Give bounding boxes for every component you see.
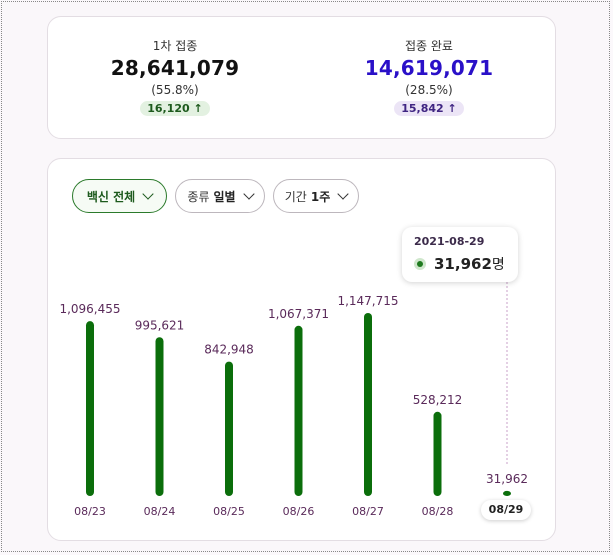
- period-filter-value: 1주: [310, 189, 331, 204]
- bar-08/24[interactable]: [155, 337, 164, 496]
- x-tick-label: 08/25: [213, 505, 245, 518]
- bar-08/23[interactable]: [86, 321, 94, 496]
- x-tick-label: 08/24: [144, 505, 176, 518]
- summary-card: 1차 접종 28,641,079 (55.8%) 16,120 ↑ 접종 완료 …: [47, 16, 556, 139]
- x-tick-label: 08/27: [352, 505, 384, 518]
- fully-vaccinated-percent: (28.5%): [405, 83, 453, 97]
- bar-value-label: 842,948: [204, 343, 254, 357]
- fully-vaccinated-stat: 접종 완료 14,619,071 (28.5%) 15,842 ↑: [302, 37, 556, 116]
- period-filter-prefix: 기간: [284, 189, 307, 204]
- x-tick-label: 08/23: [74, 505, 106, 518]
- type-filter-dropdown[interactable]: 종류 일별: [175, 179, 265, 213]
- bar-08/26[interactable]: [294, 325, 303, 496]
- first-dose-label: 1차 접종: [152, 39, 198, 53]
- first-dose-stat: 1차 접종 28,641,079 (55.8%) 16,120 ↑: [48, 37, 302, 116]
- bar-08/29[interactable]: [503, 490, 511, 496]
- fully-vaccinated-delta-badge: 15,842 ↑: [394, 101, 464, 116]
- series-dot-icon: [414, 258, 426, 270]
- selected-date-pill[interactable]: 08/29: [481, 500, 531, 520]
- first-dose-percent: (55.8%): [151, 83, 199, 97]
- bar-value-label: 1,096,455: [59, 302, 120, 316]
- x-tick-label: 08/26: [283, 505, 315, 518]
- vaccine-filter-label: 백신 전체: [86, 189, 136, 204]
- bar-value-label: 528,212: [413, 393, 463, 407]
- tooltip-value: 31,962: [434, 255, 492, 273]
- first-dose-delta-badge: 16,120 ↑: [140, 101, 210, 116]
- bar-08/27[interactable]: [364, 313, 372, 496]
- bar-value-label: 1,067,371: [268, 307, 329, 321]
- bar-value-label: 995,621: [135, 318, 185, 332]
- first-dose-value: 28,641,079: [110, 56, 240, 80]
- type-filter-value: 일별: [213, 189, 236, 204]
- fully-vaccinated-label: 접종 완료: [405, 39, 453, 53]
- tooltip-value-row: 31,962 명: [414, 254, 505, 274]
- period-filter-dropdown[interactable]: 기간 1주: [273, 179, 359, 213]
- tooltip-unit: 명: [491, 257, 505, 273]
- type-filter-prefix: 종류: [187, 189, 210, 204]
- fully-vaccinated-value: 14,619,071: [364, 56, 494, 80]
- bar-08/28[interactable]: [433, 411, 442, 496]
- chart-tooltip: 2021-08-29 31,962 명: [402, 227, 518, 282]
- bar-value-label: 1,147,715: [337, 294, 398, 308]
- x-tick-label: 08/28: [422, 505, 454, 518]
- bar-value-label: 31,962: [486, 472, 528, 486]
- vaccine-filter-dropdown[interactable]: 백신 전체: [72, 179, 167, 213]
- bar-08/25[interactable]: [225, 361, 233, 496]
- tooltip-date: 2021-08-29: [414, 235, 485, 248]
